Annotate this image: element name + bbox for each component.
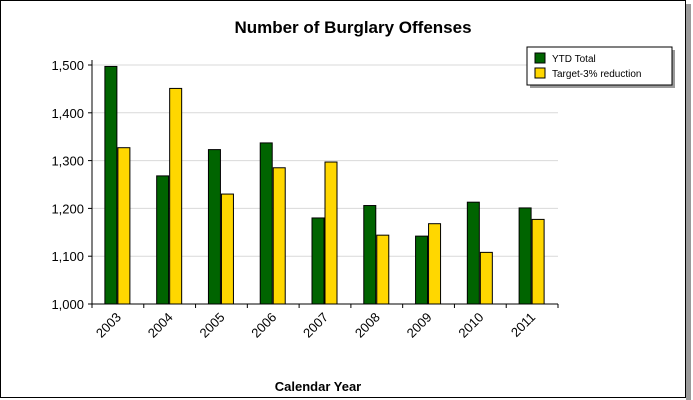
y-tick-label: 1,100 — [51, 249, 84, 264]
bar-ytd-total-2010 — [466, 201, 480, 305]
y-tick-label: 1,400 — [51, 106, 84, 121]
legend-label: YTD Total — [552, 54, 596, 65]
legend-label: Target-3% reduction — [552, 69, 642, 80]
legend-box — [526, 46, 673, 86]
bar-ytd-total-2008 — [363, 205, 377, 305]
bar-target-2005 — [220, 193, 234, 305]
x-tick-label: 2007 — [300, 310, 331, 341]
bar-ytd-total-2004 — [156, 175, 170, 305]
bar-target-2009 — [428, 223, 442, 305]
bar-target-2004 — [169, 87, 183, 305]
x-tick-label: 2004 — [145, 310, 176, 341]
bar-target-2007 — [324, 161, 338, 305]
chart-title: Number of Burglary Offenses — [234, 18, 471, 37]
bar-target-2011 — [531, 218, 545, 305]
bar-ytd-total-2006 — [259, 142, 273, 305]
x-tick-label: 2006 — [248, 310, 279, 341]
x-tick-label: 2009 — [404, 310, 435, 341]
bars — [104, 65, 545, 305]
x-tick-labels: 2003 2004 2005 2006 2007 2008 2009 2010 2011 — [93, 310, 538, 341]
legend-swatch — [534, 67, 546, 79]
bar-target-2010 — [479, 251, 493, 305]
y-tick-label: 1,300 — [51, 154, 84, 169]
x-tick-label: 2010 — [455, 310, 486, 341]
y-tick-label: 1,500 — [51, 58, 84, 73]
bar-ytd-total-2009 — [415, 235, 429, 305]
frame-shadow — [686, 4, 691, 400]
bar-ytd-total-2003 — [104, 65, 118, 305]
x-tick-label: 2011 — [508, 310, 538, 340]
bar-target-2003 — [117, 147, 131, 305]
legend: YTD Total Target-3% reduction — [526, 46, 675, 88]
bar-ytd-total-2005 — [207, 149, 221, 305]
bar-target-2008 — [376, 234, 390, 305]
axes — [88, 60, 559, 308]
x-tick-label: 2008 — [352, 310, 383, 341]
x-tick-label: 2003 — [93, 310, 124, 341]
y-tick-label: 1,000 — [51, 297, 84, 312]
y-tick-labels: 1,000 1,100 1,200 1,300 1,400 1,500 — [51, 58, 84, 312]
bar-ytd-total-2007 — [311, 217, 325, 305]
bar-ytd-total-2011 — [518, 207, 532, 305]
bar-target-2006 — [272, 167, 286, 305]
y-tick-label: 1,200 — [51, 201, 84, 216]
x-tick-label: 2005 — [197, 310, 228, 341]
legend-swatch — [534, 52, 546, 64]
x-axis-title: Calendar Year — [275, 379, 361, 394]
